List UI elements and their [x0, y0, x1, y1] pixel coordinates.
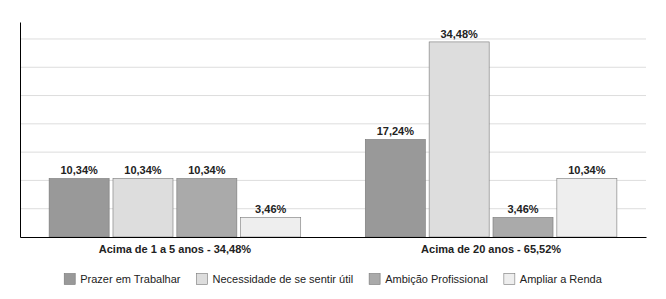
legend-label: Ampliar a Renda: [520, 273, 603, 285]
legend-item: Prazer em Trabalhar: [64, 273, 181, 285]
bar: [557, 178, 617, 237]
bar: [177, 178, 237, 237]
grid-line: [20, 95, 646, 96]
x-axis-line: [21, 237, 647, 238]
data-label: 17,24%: [377, 125, 415, 137]
legend-label: Necessidade de se sentir útil: [212, 273, 353, 285]
legend-item: Necessidade de se sentir útil: [196, 273, 353, 285]
bar: [49, 178, 109, 237]
bar: [429, 42, 489, 237]
legend-label: Prazer em Trabalhar: [80, 273, 181, 285]
grid-line: [20, 38, 646, 39]
legend: Prazer em Trabalhar Necessidade de se sen…: [64, 273, 602, 285]
y-axis: [20, 23, 22, 238]
grid-line: [20, 123, 646, 124]
bar: [365, 139, 425, 237]
legend-swatch: [64, 274, 75, 285]
x-tick-label: Acima de 20 anos - 65,52%: [421, 243, 561, 255]
data-label: 10,34%: [568, 164, 606, 176]
grid-line: [20, 67, 646, 68]
bar: [241, 217, 301, 237]
x-tick: Acima de 1 a 5 anos - 34,48%: [99, 237, 251, 255]
chart: Acima de 1 a 5 anos - 34,48% Acima de 20 …: [0, 0, 666, 299]
grid-line: [20, 152, 646, 153]
legend-item: Ambição Profissional: [369, 273, 488, 285]
bar: [113, 178, 173, 237]
x-tick: Acima de 20 anos - 65,52%: [421, 237, 561, 255]
data-labels: 10,34% 17,24% 10,34% 34,48% 10,34% 3,46% 3,46%…: [60, 28, 605, 216]
legend-swatch: [369, 274, 380, 285]
x-axis: Acima de 1 a 5 anos - 34,48% Acima de 20 …: [21, 237, 647, 255]
x-tick-label: Acima de 1 a 5 anos - 34,48%: [99, 243, 251, 255]
data-label: 10,34%: [60, 164, 98, 176]
legend-swatch: [504, 274, 515, 285]
data-label: 3,46%: [507, 203, 538, 215]
data-label: 10,34%: [188, 164, 226, 176]
y-axis-line: [20, 23, 21, 238]
plot: Acima de 1 a 5 anos - 34,48% Acima de 20 …: [20, 23, 647, 256]
data-label: 3,46%: [255, 203, 286, 215]
legend-swatch: [196, 274, 207, 285]
data-label: 10,34%: [124, 164, 162, 176]
bar: [493, 217, 553, 237]
bars: [49, 42, 617, 237]
legend-label: Ambição Profissional: [385, 273, 488, 285]
legend-item: Ampliar a Renda: [504, 273, 603, 285]
data-label: 34,48%: [440, 28, 478, 40]
